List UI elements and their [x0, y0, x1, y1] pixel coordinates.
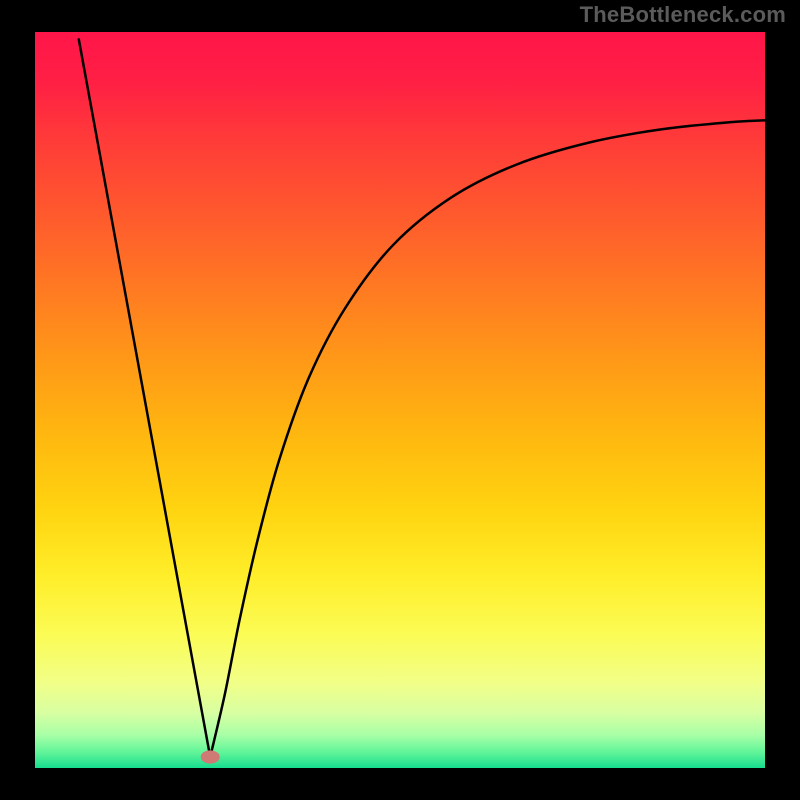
- minimum-marker: [201, 750, 220, 763]
- chart-canvas: TheBottleneck.com: [0, 0, 800, 800]
- watermark-text: TheBottleneck.com: [580, 2, 786, 28]
- bottleneck-chart-svg: [0, 0, 800, 800]
